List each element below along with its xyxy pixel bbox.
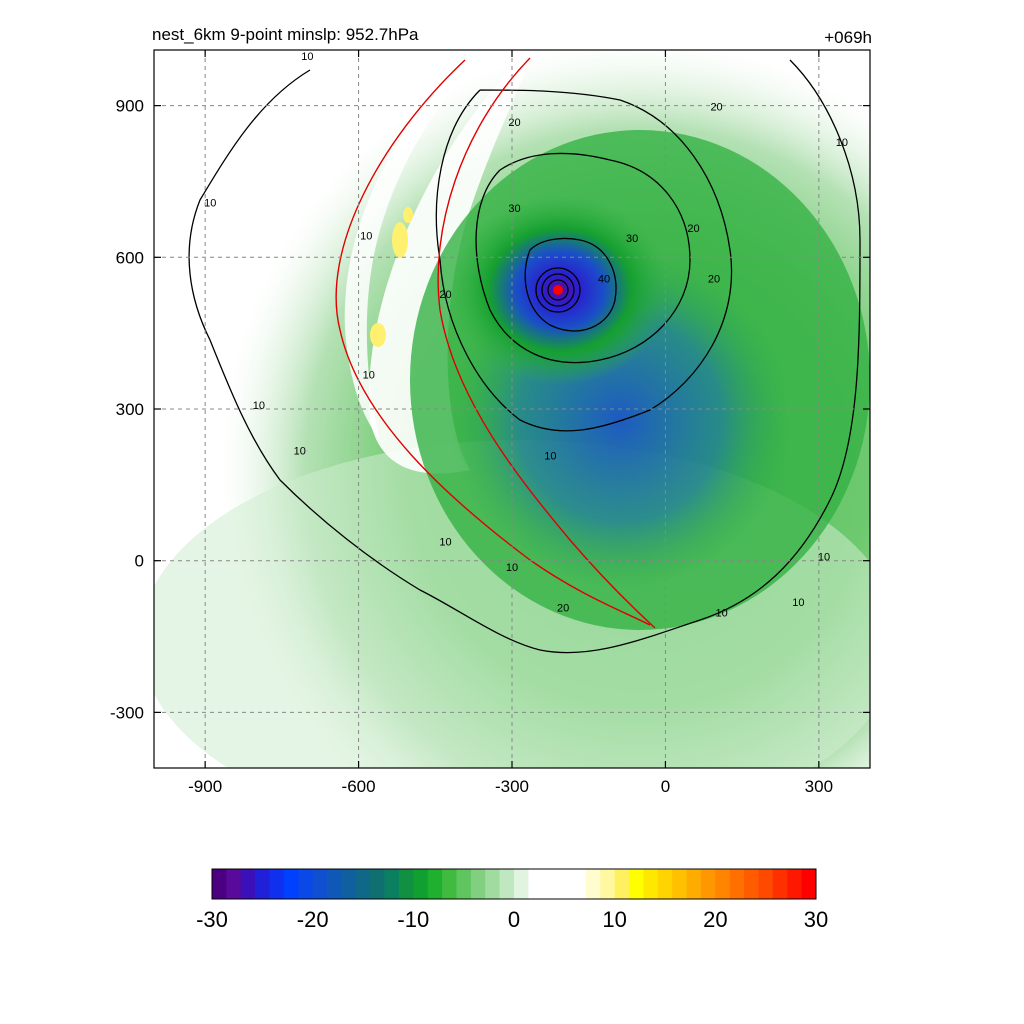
x-tick-label: -600 [342, 777, 376, 796]
colorbar-swatch [715, 869, 731, 899]
colorbar-swatch [226, 869, 242, 899]
colorbar-swatch [528, 869, 544, 899]
contour-label: 20 [710, 102, 722, 114]
y-tick-label: 600 [116, 248, 144, 267]
colorbar-swatch [643, 869, 659, 899]
colorbar-swatch [413, 869, 429, 899]
colorbar-tick-label: -30 [196, 907, 228, 932]
colorbar-swatch [355, 869, 371, 899]
contour-label: 10 [363, 370, 375, 382]
colorbar-swatch [672, 869, 687, 899]
colorbar-swatch [758, 869, 774, 899]
chart-title: nest_6km 9-point minslp: 952.7hPa [152, 25, 419, 44]
colorbar-swatch [370, 869, 385, 899]
positive-anomaly-patch [403, 207, 413, 223]
colorbar-tick-label: 0 [508, 907, 520, 932]
colorbar-tick-label: 10 [602, 907, 626, 932]
y-tick-label: -300 [110, 703, 144, 722]
contour-label: 20 [508, 117, 520, 129]
contour-label: 20 [687, 223, 699, 235]
x-tick-label: 0 [661, 777, 670, 796]
contour-label: 10 [253, 400, 265, 412]
x-tick-label: -900 [188, 777, 222, 796]
colorbar-swatch [298, 869, 314, 899]
colorbar-swatch [557, 869, 572, 899]
colorbar-swatch [327, 869, 342, 899]
colorbar-swatch [312, 869, 328, 899]
colorbar-swatch [240, 869, 256, 899]
colorbar-swatch [341, 869, 357, 899]
colorbar-swatch [744, 869, 759, 899]
colorbar-tick-label: -20 [297, 907, 329, 932]
contour-label: 30 [508, 203, 520, 215]
colorbar-swatch [427, 869, 443, 899]
contour-label: 10 [294, 446, 306, 458]
colorbar-swatch [442, 869, 457, 899]
colorbar-swatch [456, 869, 472, 899]
y-tick-label: 0 [135, 552, 144, 571]
colorbar-swatch [772, 869, 788, 899]
colorbar-tick-label: 30 [804, 907, 828, 932]
colorbar-swatch [686, 869, 702, 899]
forecast-hour: +069h [824, 28, 872, 47]
y-tick-label: 900 [116, 97, 144, 116]
y-tick-label: 300 [116, 400, 144, 419]
contour-label: 10 [204, 198, 216, 210]
track-lines [335, 57, 656, 629]
contour-label: 10 [360, 231, 372, 243]
contour-label: 20 [557, 602, 569, 614]
colorbar-swatch [255, 869, 270, 899]
colorbar-swatch [470, 869, 486, 899]
contour-label: 10 [506, 562, 518, 574]
colorbar-swatch [657, 869, 673, 899]
storm-center-marker [553, 285, 563, 295]
contour-label: 10 [439, 537, 451, 549]
colorbar-swatch [485, 869, 501, 899]
x-axis: -900 -600 -300 0 300 [188, 50, 833, 796]
contour-label: 30 [626, 233, 638, 245]
colorbar-swatch [212, 869, 227, 899]
contour-label: 10 [301, 51, 313, 63]
colorbar-swatch [269, 869, 285, 899]
x-tick-label: 300 [805, 777, 833, 796]
positive-anomaly-patch [392, 222, 408, 258]
contour-label: 10 [818, 552, 830, 564]
colorbar-swatch [787, 869, 803, 899]
contour-label: 10 [716, 607, 728, 619]
contour-label: 10 [544, 451, 556, 463]
colorbar-swatch [600, 869, 616, 899]
colorbar-tick-label: -10 [397, 907, 429, 932]
colorbar-swatch [542, 869, 558, 899]
contour-label: 10 [836, 137, 848, 149]
colorbar-swatch [384, 869, 400, 899]
colorbar-frame [211, 868, 817, 900]
colorbar-swatch [729, 869, 745, 899]
colorbar-swatch [801, 869, 817, 899]
colorbar-swatch [499, 869, 515, 899]
dry-slot-outer [344, 60, 475, 440]
contour-label: 20 [708, 274, 720, 286]
contour-label: 20 [439, 289, 451, 301]
colorbar-swatch [629, 869, 644, 899]
colorbar: -30 -20 -10 0 10 20 30 [196, 868, 828, 932]
contour-lines [188, 59, 861, 654]
colorbar-swatch [571, 869, 587, 899]
plot-area: 10 10 10 10 10 10 10 10 10 10 10 10 10 20 20 20 20 20 20 30… [154, 50, 870, 768]
contour-labels: 10 10 10 10 10 10 10 10 10 10 10 10 10 20 20 20 20 20 20 30… [204, 51, 848, 619]
y-axis: 900 600 300 0 -300 [110, 97, 870, 722]
contour-label: 40 [598, 274, 610, 286]
colorbar-swatch [585, 869, 601, 899]
colorbar-swatch [514, 869, 529, 899]
positive-anomaly-patch [370, 323, 386, 347]
colorbar-swatch [398, 869, 414, 899]
colorbar-tick-label: 20 [703, 907, 727, 932]
colorbar-swatch [283, 869, 299, 899]
colorbar-swatch [614, 869, 630, 899]
colorbar-swatch [700, 869, 716, 899]
contour-label: 10 [792, 597, 804, 609]
x-tick-label: -300 [495, 777, 529, 796]
